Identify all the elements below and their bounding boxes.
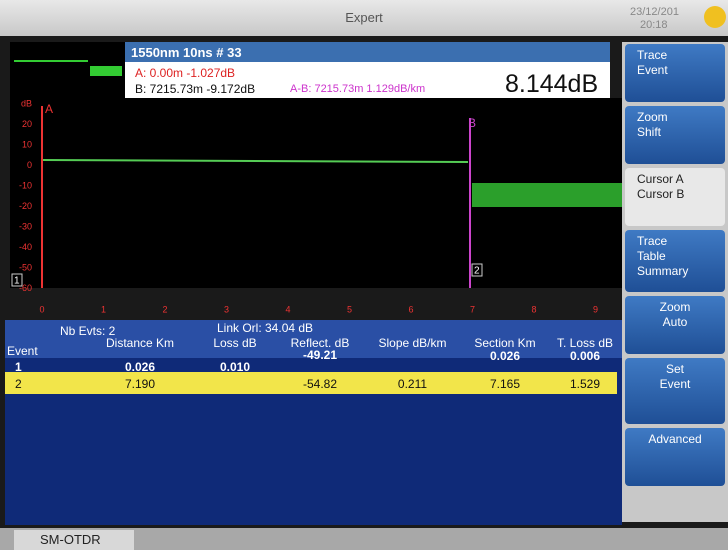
table-cell: 0.026 [85,360,195,374]
time: 20:18 [640,19,668,31]
table-cell: 7.165 [460,377,550,391]
table-cell: 1.529 [550,377,620,391]
status-led [704,6,726,28]
x-tick-label: 7 [470,304,475,314]
tab[interactable]: SM-OTDR [14,530,134,550]
trace-noise [472,183,622,207]
y-tick-label: -10 [19,180,32,190]
x-tick-label: 6 [408,304,413,314]
cursor-b: B: 7215.73m -9.172dB [135,82,255,96]
table-cell: 7.190 [85,377,195,391]
table-cell: 0.211 [365,377,460,391]
button-label: Zoom [625,300,725,314]
table-cell: 0.006 [550,349,620,363]
column-header: Distance Km [85,336,195,350]
button-label: Cursor B [637,187,725,201]
x-tick-label: 9 [593,304,598,314]
table-cell: 1 [15,360,75,374]
button-label: Trace [637,234,725,248]
column-header: Event [7,344,67,358]
x-tick-label: 3 [224,304,229,314]
button-label: Event [637,63,725,77]
button-label: Cursor A [637,172,725,186]
date: 23/12/201 [630,6,679,18]
table-cell: -49.21 [275,348,365,362]
button-label: Trace [637,48,725,62]
table-cell: 2 [15,377,75,391]
marker-b: B [468,116,476,130]
table-cell: -54.82 [275,377,365,391]
reading: 8.144dB [505,70,598,99]
column-header: T. Loss dB [550,336,620,350]
x-tick-label: 5 [347,304,352,314]
column-header: Section Km [460,336,550,350]
thumbnail [10,42,125,98]
link-orl: Link Orl: 34.04 dB [217,321,313,335]
a-b: A-B: 7215.73m 1.129dB/km [290,83,425,95]
button-label: Event [625,377,725,391]
y-tick-label: 20 [22,119,32,129]
x-tick-label: 0 [39,304,44,314]
y-tick-label: -40 [19,242,32,252]
side-button[interactable]: Advanced [625,428,725,486]
x-tick-label: 4 [285,304,290,314]
x-tick-label: 1 [101,304,106,314]
button-label: Set [625,362,725,376]
button-label: Zoom [637,110,725,124]
button-label: Auto [625,315,725,329]
button-label: Advanced [625,432,725,446]
y-tick-label: -30 [19,221,32,231]
trace-info: 1550nm 10ns # 33 [131,45,242,60]
y-tick-label: 0 [27,160,32,170]
column-header: Slope dB/km [365,336,460,350]
otdr-screen: Expert 23/12/201 20:18 1550nm 10ns # 33 … [0,0,728,550]
column-header: Loss dB [195,336,275,350]
title: Expert [0,10,728,25]
y-tick-label: -50 [19,262,32,272]
button-label: Shift [637,125,725,139]
button-label: Table [637,249,725,263]
title-bar: Expert 23/12/201 20:18 [0,0,728,36]
table-cell: 0.010 [195,360,275,374]
footer: SM-OTDR [0,528,728,550]
x-tick-label: 2 [162,304,167,314]
table-cell: 0.026 [460,349,550,363]
info-panel: 1550nm 10ns # 33 A: 0.00m -1.027dB B: 72… [125,42,610,98]
event-2-marker: 2 [474,266,480,277]
y-tick-label: 10 [22,139,32,149]
cursor-a: A: 0.00m -1.027dB [135,66,235,80]
x-tick-label: 8 [531,304,536,314]
y-tick-label: dB [21,98,32,108]
marker-a: A [45,102,53,116]
y-tick-label: -20 [19,201,32,211]
button-label: Summary [637,264,725,278]
y-tick-label: -60 [19,283,32,293]
